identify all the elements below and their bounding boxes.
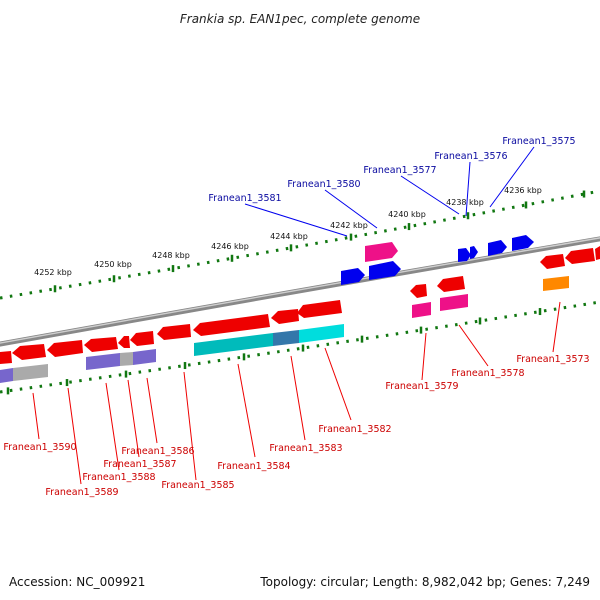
gene-arrow-l[interactable] xyxy=(540,254,565,269)
kbp-labels: 4236 kbp 4238 kbp 4240 kbp 4242 kbp 4244… xyxy=(34,186,542,277)
gene-arrow-franean1-3576[interactable] xyxy=(470,246,478,259)
leader-3583 xyxy=(290,355,306,441)
gene-arrow-h[interactable] xyxy=(271,309,299,324)
gene-label-3588[interactable]: Franean1_3588 xyxy=(82,472,155,483)
tick-label-4236: 4236 kbp xyxy=(504,186,542,195)
leader-3582 xyxy=(324,347,352,421)
gene-arrow-franean1-3581[interactable] xyxy=(369,261,401,280)
gene-label-3586[interactable]: Franean1_3586 xyxy=(121,446,194,457)
gene-arrow-e[interactable] xyxy=(130,331,154,346)
gene-label-3580[interactable]: Franean1_3580 xyxy=(287,179,360,190)
gene-label-3585[interactable]: Franean1_3585 xyxy=(161,480,234,491)
gene-arrow-d[interactable] xyxy=(118,336,130,348)
leader-3585 xyxy=(183,371,197,481)
leader-3587 xyxy=(127,379,140,458)
tick-label-4250: 4250 kbp xyxy=(94,260,132,269)
leader-3573 xyxy=(552,301,561,353)
feature-bar-cyan-2 xyxy=(299,324,344,343)
gene-arrow-franean1-3580[interactable] xyxy=(365,242,398,262)
tick-label-4246: 4246 kbp xyxy=(211,242,249,251)
feature-bar-cyan-1 xyxy=(194,333,273,356)
gene-label-3589[interactable]: Franean1_3589 xyxy=(45,487,118,498)
gene-arrow-g[interactable] xyxy=(193,314,270,336)
genome-backbone-highlight xyxy=(0,237,600,344)
feature-bar-purple-2 xyxy=(133,349,156,365)
gene-label-3584[interactable]: Franean1_3584 xyxy=(217,461,290,472)
gene-arrow-f[interactable] xyxy=(157,324,191,340)
leader-3578 xyxy=(458,324,489,367)
leader-3580 xyxy=(324,189,378,229)
tick-label-4238: 4238 kbp xyxy=(446,198,484,207)
scale-track-bottom xyxy=(0,300,600,394)
forward-strand-genes xyxy=(341,235,534,285)
gene-label-3579[interactable]: Franean1_3579 xyxy=(385,381,458,392)
gene-label-3576[interactable]: Franean1_3576 xyxy=(434,151,507,162)
gene-arrow-b[interactable] xyxy=(47,340,83,357)
leader-3584 xyxy=(237,363,256,458)
gene-arrow-i[interactable] xyxy=(297,300,342,318)
genome-stats-text: Topology: circular; Length: 8,982,042 bp… xyxy=(259,575,590,589)
top-leader-lines xyxy=(244,146,535,237)
gene-arrow-j[interactable] xyxy=(410,284,427,298)
gene-label-3581[interactable]: Franean1_3581 xyxy=(208,193,281,204)
leader-3586 xyxy=(146,377,158,444)
leader-3590 xyxy=(32,392,40,440)
bottom-gene-labels: Franean1_3573 Franean1_3578 Franean1_357… xyxy=(3,354,589,498)
feature-bar-magenta-1 xyxy=(412,302,431,318)
tick-label-4244: 4244 kbp xyxy=(270,232,308,241)
leader-3575 xyxy=(489,146,535,208)
tick-label-4252: 4252 kbp xyxy=(34,268,72,277)
gene-arrow-a[interactable] xyxy=(12,344,46,360)
genome-backbone xyxy=(0,236,600,347)
tick-label-4240: 4240 kbp xyxy=(388,210,426,219)
gene-label-3582[interactable]: Franean1_3582 xyxy=(318,424,391,435)
reverse-strand-genes xyxy=(0,246,600,364)
gene-arrow-franean1-3574[interactable] xyxy=(512,235,534,251)
feature-bar-orange xyxy=(543,276,569,291)
feature-bar-gray-1 xyxy=(13,364,48,381)
gene-arrow-m[interactable] xyxy=(565,248,595,264)
feature-bar-purple-1 xyxy=(86,353,120,370)
gene-label-3578[interactable]: Franean1_3578 xyxy=(451,368,524,379)
gene-label-3590[interactable]: Franean1_3590 xyxy=(3,442,76,453)
gene-arrow-n[interactable] xyxy=(595,246,600,260)
gene-arrow-c[interactable] xyxy=(84,337,118,352)
map-title: Frankia sp. EAN1pec, complete genome xyxy=(180,12,420,26)
feature-bar-blue xyxy=(273,330,299,346)
gene-label-3573[interactable]: Franean1_3573 xyxy=(516,354,589,365)
major-ticks xyxy=(6,190,586,395)
gene-label-3583[interactable]: Franean1_3583 xyxy=(269,443,342,454)
feature-bar-purple-edge xyxy=(0,368,13,383)
gene-arrow-edge[interactable] xyxy=(0,351,12,364)
tick-label-4248: 4248 kbp xyxy=(152,251,190,260)
leader-3579 xyxy=(421,332,427,381)
gene-arrow-franean1-3581b[interactable] xyxy=(341,268,365,285)
leader-3576 xyxy=(465,161,471,217)
accession-text: Accession: NC_009921 xyxy=(9,575,145,589)
gene-label-3577[interactable]: Franean1_3577 xyxy=(363,165,436,176)
leader-3589 xyxy=(67,387,82,485)
feature-bars xyxy=(0,276,569,383)
leader-3581 xyxy=(244,203,348,237)
tick-label-4242: 4242 kbp xyxy=(330,221,368,230)
scale-track-top xyxy=(0,189,600,300)
gene-arrow-k[interactable] xyxy=(437,276,465,292)
gene-arrow-franean1-3577[interactable] xyxy=(458,248,471,262)
feature-bar-gray-2 xyxy=(120,352,133,366)
gene-label-3575[interactable]: Franean1_3575 xyxy=(502,136,575,147)
gene-label-3587[interactable]: Franean1_3587 xyxy=(103,459,176,470)
gene-arrow-franean1-3575[interactable] xyxy=(488,240,507,256)
bottom-leader-lines xyxy=(32,301,561,485)
feature-bar-magenta-2 xyxy=(440,294,468,311)
top-gene-labels: Franean1_3575 Franean1_3576 Franean1_357… xyxy=(208,136,575,204)
leader-3577 xyxy=(400,175,460,215)
leader-3588 xyxy=(105,382,120,471)
